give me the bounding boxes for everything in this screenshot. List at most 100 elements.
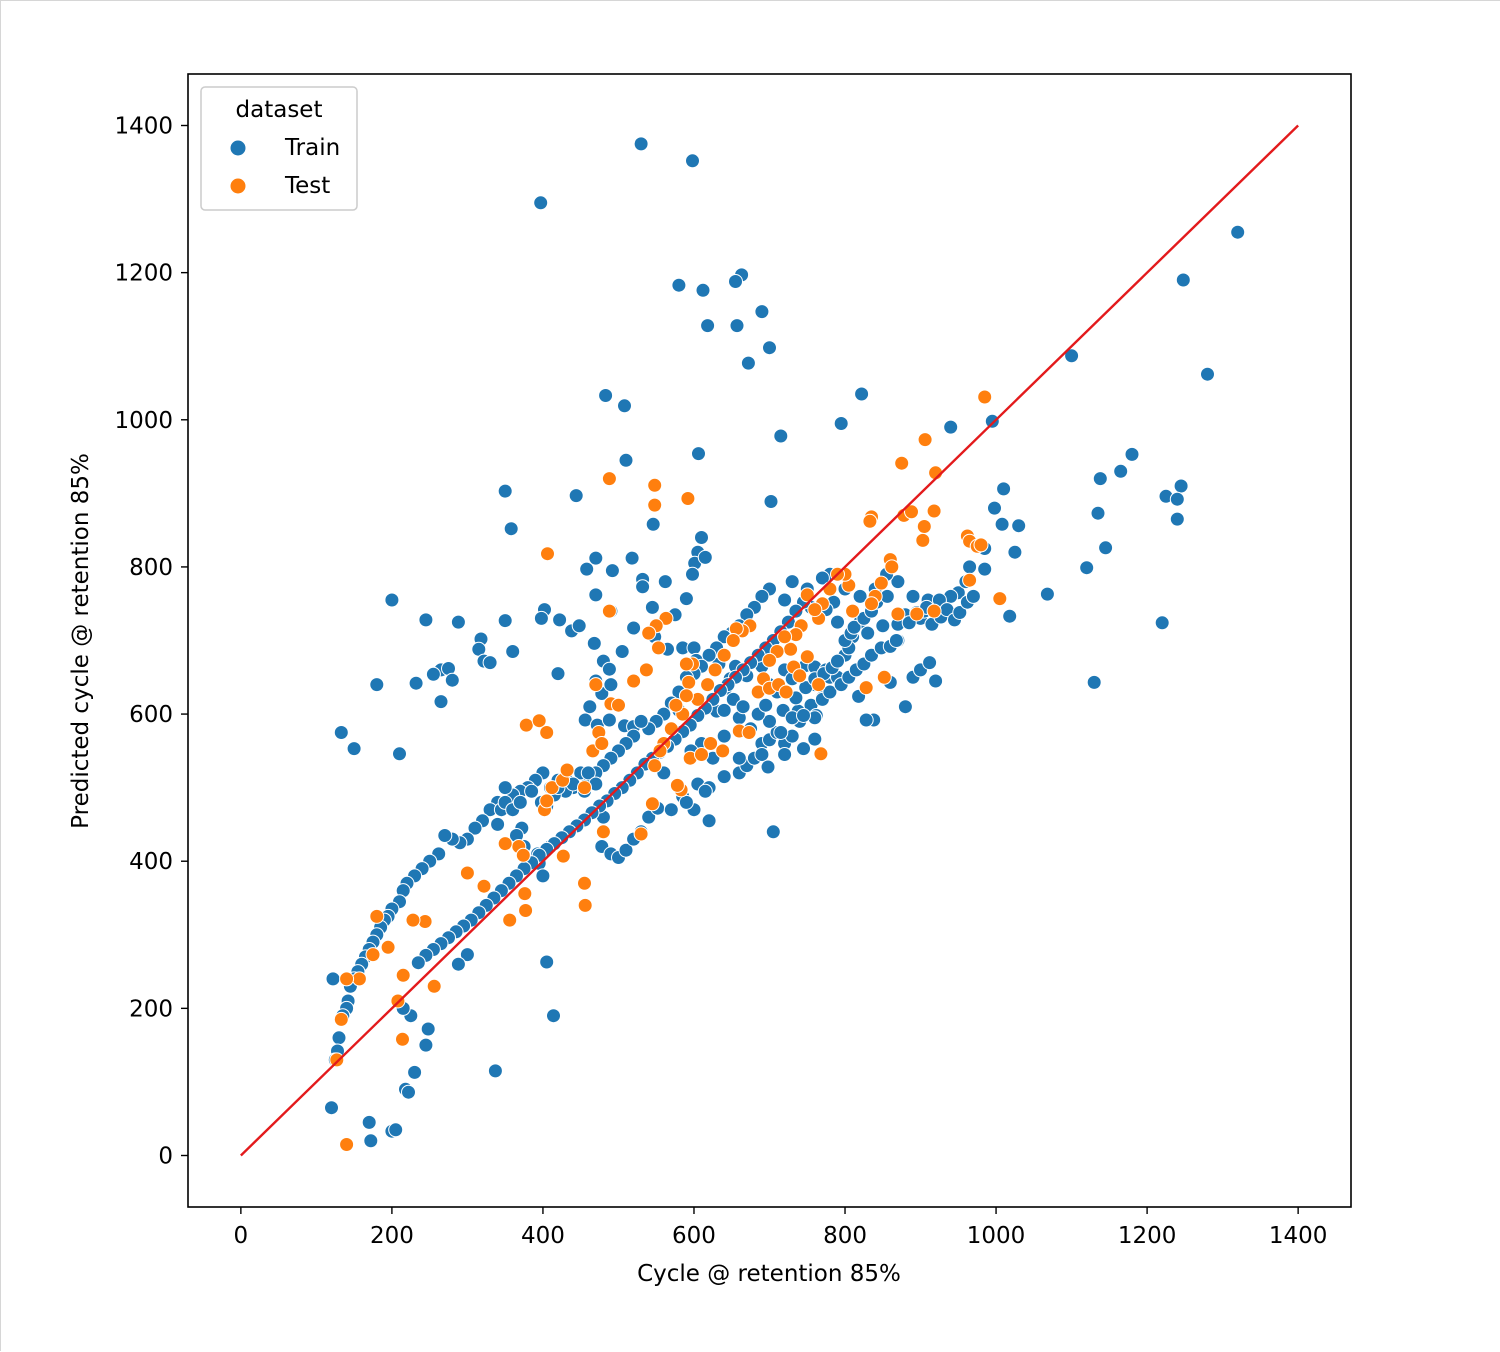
data-point-test (517, 886, 533, 902)
data-point-train (467, 820, 483, 836)
data-point-train (603, 677, 619, 693)
y-tick-label: 0 (158, 1144, 173, 1170)
data-point-train (685, 566, 700, 582)
data-point-train (535, 868, 551, 884)
data-point-train (361, 1114, 377, 1130)
data-point-test (329, 1052, 345, 1068)
data-point-train (754, 588, 770, 604)
data-point-test (626, 673, 642, 689)
x-tick-label: 1200 (1118, 1223, 1177, 1249)
data-point-train (897, 699, 913, 715)
data-point-test (973, 537, 989, 553)
y-tick-label: 1400 (114, 114, 173, 140)
data-point-test (813, 746, 829, 762)
data-point-test (799, 587, 815, 603)
points-layer (324, 136, 1246, 1152)
data-point-train (1169, 511, 1185, 527)
data-point-train (852, 588, 868, 604)
data-point-train (846, 619, 862, 635)
data-point-train (618, 452, 634, 468)
data-point-test (694, 747, 709, 762)
data-point-train (331, 1030, 347, 1046)
data-point-train (962, 559, 978, 575)
data-point-test (611, 697, 626, 713)
data-point-train (760, 759, 776, 775)
data-point-train (758, 697, 774, 713)
data-point-train (814, 570, 830, 586)
data-point-train (1086, 674, 1102, 690)
data-point-train (324, 1100, 339, 1116)
data-point-train (928, 673, 944, 689)
data-point-train (524, 783, 540, 799)
data-point-test (577, 875, 592, 891)
data-point-train (363, 1133, 379, 1149)
data-point-test (395, 967, 411, 983)
data-point-train (830, 653, 845, 669)
data-point-test (894, 455, 910, 471)
y-tick-label: 200 (129, 996, 173, 1022)
data-point-train (418, 612, 434, 628)
data-point-train (1175, 272, 1191, 288)
data-point-train (644, 599, 660, 615)
data-point-test (926, 603, 942, 619)
data-point-test (792, 668, 808, 684)
data-point-train (410, 955, 426, 971)
data-point-test (822, 581, 838, 597)
x-tick-label: 1000 (967, 1223, 1026, 1249)
data-point-test (559, 762, 575, 778)
data-point-test (915, 532, 931, 548)
data-point-train (905, 588, 921, 604)
data-point-test (663, 721, 679, 737)
legend-label-test: Test (284, 173, 330, 199)
data-point-test (777, 629, 793, 645)
data-point-train (777, 747, 793, 762)
data-point-train (401, 1084, 416, 1100)
data-point-train (437, 828, 453, 843)
data-point-train (994, 516, 1010, 532)
data-point-test (333, 1011, 349, 1027)
data-point-test (962, 572, 978, 588)
data-point-train (588, 550, 604, 566)
legend-marker-train (229, 139, 247, 157)
data-point-train (635, 579, 651, 595)
data-point-train (716, 702, 732, 718)
data-point-train (503, 521, 519, 537)
data-point-train (408, 675, 424, 691)
data-point-train (943, 419, 959, 435)
data-point-train (369, 677, 385, 693)
data-point-train (626, 620, 642, 636)
data-point-test (909, 606, 925, 622)
data-point-train (546, 1008, 561, 1024)
data-point-train (728, 274, 743, 289)
data-point-test (858, 680, 874, 696)
data-point-train (807, 731, 823, 747)
data-point-test (351, 971, 367, 987)
data-point-train (777, 592, 793, 608)
data-point-train (1011, 518, 1027, 534)
data-point-train (875, 618, 891, 634)
data-point-train (1113, 463, 1129, 479)
data-point-test (555, 848, 571, 864)
data-point-train (388, 1122, 404, 1138)
data-point-train (533, 195, 549, 211)
data-point-train (686, 640, 702, 656)
data-point-test (426, 978, 442, 994)
data-point-test (647, 477, 663, 493)
data-point-train (1098, 540, 1114, 556)
data-point-test (783, 641, 799, 657)
data-point-train (731, 750, 747, 766)
data-point-test (778, 684, 794, 700)
data-point-train (784, 574, 800, 590)
data-point-train (588, 587, 604, 603)
data-point-test (678, 656, 694, 672)
data-point-train (346, 741, 362, 757)
data-point-train (701, 813, 717, 829)
data-point-test (539, 793, 555, 809)
data-point-test (339, 1137, 355, 1152)
data-point-train (740, 355, 756, 371)
data-point-train (420, 1021, 436, 1037)
data-point-test (799, 649, 815, 665)
data-point-test (539, 725, 555, 740)
data-point-test (540, 546, 555, 562)
